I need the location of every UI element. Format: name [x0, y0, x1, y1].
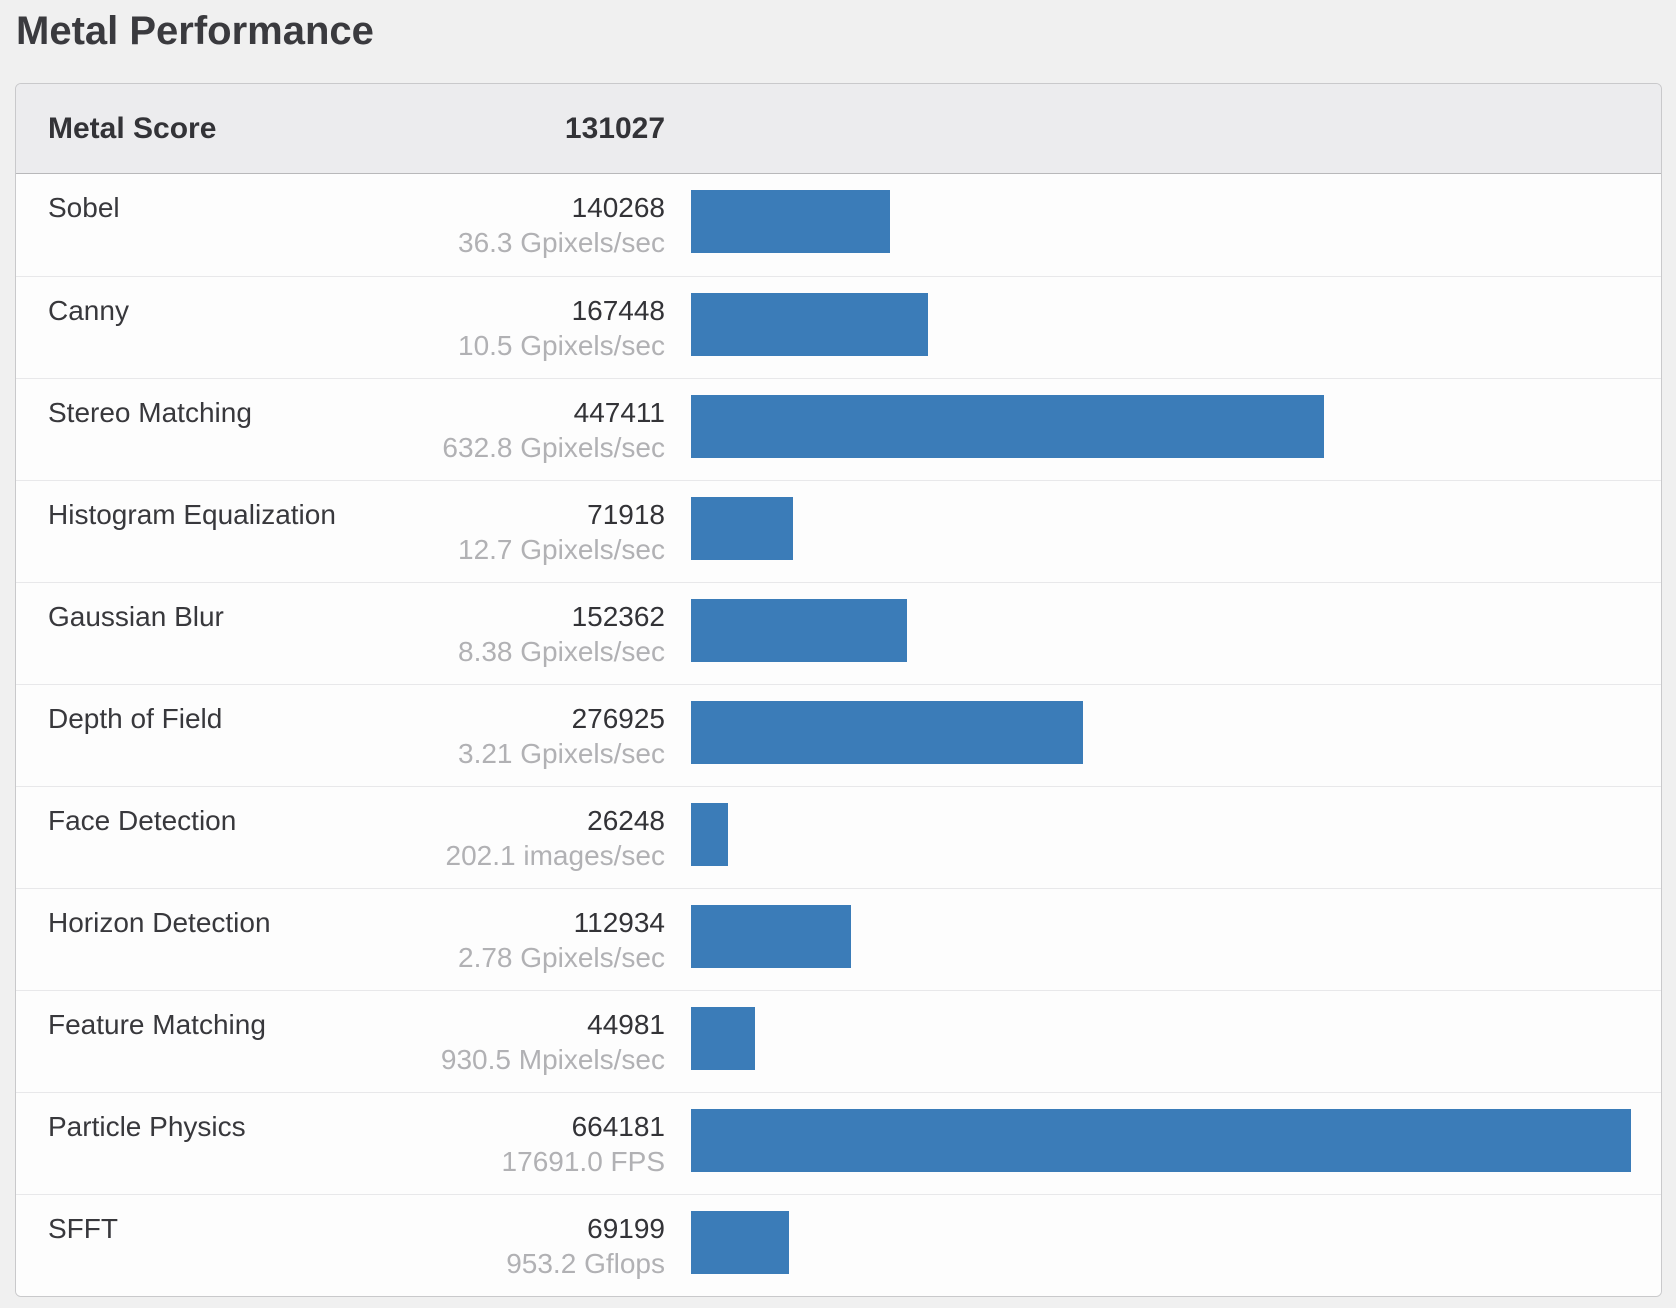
bar-track [665, 481, 1661, 582]
score-bar [691, 190, 890, 253]
score-bar [691, 1109, 1631, 1172]
benchmark-score: 26248 [587, 805, 665, 836]
page-title: Metal Performance [16, 9, 374, 53]
benchmark-score-cell: 167448 10.5 Gpixels/sec [388, 277, 665, 378]
score-bar [691, 803, 728, 866]
bar-track [665, 889, 1661, 990]
benchmark-rate: 202.1 images/sec [445, 840, 665, 871]
table-header-row: Metal Score 131027 [16, 84, 1661, 174]
metal-benchmark-table: Metal Score 131027 Sobel 140268 36.3 Gpi… [15, 83, 1662, 1297]
benchmark-rate: 36.3 Gpixels/sec [458, 227, 665, 258]
overall-score-label: Metal Score [48, 111, 217, 145]
benchmark-name: Histogram Equalization [48, 499, 336, 530]
table-row: Stereo Matching 447411 632.8 Gpixels/sec [16, 378, 1661, 480]
benchmark-name: Canny [48, 295, 129, 326]
score-bar [691, 1007, 755, 1070]
score-bar [691, 701, 1083, 764]
score-bar [691, 599, 907, 662]
table-row: Canny 167448 10.5 Gpixels/sec [16, 276, 1661, 378]
bar-track [665, 991, 1661, 1092]
table-row: Face Detection 26248 202.1 images/sec [16, 786, 1661, 888]
benchmark-score-cell: 276925 3.21 Gpixels/sec [388, 685, 665, 786]
table-row: Gaussian Blur 152362 8.38 Gpixels/sec [16, 582, 1661, 684]
table-row: Particle Physics 664181 17691.0 FPS [16, 1092, 1661, 1194]
benchmark-rate: 2.78 Gpixels/sec [458, 942, 665, 973]
benchmark-score: 167448 [571, 295, 665, 326]
table-row: Sobel 140268 36.3 Gpixels/sec [16, 174, 1661, 276]
benchmark-score: 140268 [571, 192, 665, 223]
benchmark-rate: 17691.0 FPS [501, 1146, 665, 1177]
table-row: SFFT 69199 953.2 Gflops [16, 1194, 1661, 1296]
table-row: Histogram Equalization 71918 12.7 Gpixel… [16, 480, 1661, 582]
benchmark-score: 276925 [571, 703, 665, 734]
benchmark-score-cell: 71918 12.7 Gpixels/sec [388, 481, 665, 582]
benchmark-score-cell: 140268 36.3 Gpixels/sec [388, 174, 665, 276]
benchmark-name: Depth of Field [48, 703, 223, 734]
score-bar [691, 497, 793, 560]
benchmark-name: Stereo Matching [48, 397, 252, 428]
benchmark-rate: 953.2 Gflops [506, 1248, 665, 1279]
benchmark-score: 69199 [587, 1213, 665, 1244]
bar-track [665, 277, 1661, 378]
bar-track [665, 379, 1661, 480]
bar-track [665, 1195, 1661, 1296]
benchmark-name: Feature Matching [48, 1009, 266, 1040]
benchmark-rate: 930.5 Mpixels/sec [440, 1044, 665, 1075]
table-rows: Sobel 140268 36.3 Gpixels/sec Canny 1674… [16, 174, 1661, 1296]
benchmark-name: Horizon Detection [48, 907, 271, 938]
benchmark-name: SFFT [48, 1213, 118, 1244]
benchmark-score: 447411 [573, 397, 665, 428]
bar-track [665, 685, 1661, 786]
score-bar [691, 1211, 789, 1274]
benchmark-name: Particle Physics [48, 1111, 246, 1142]
benchmark-score-cell: 152362 8.38 Gpixels/sec [388, 583, 665, 684]
benchmark-rate: 12.7 Gpixels/sec [458, 534, 665, 565]
benchmark-rate: 10.5 Gpixels/sec [458, 330, 665, 361]
benchmark-score-cell: 447411 632.8 Gpixels/sec [388, 379, 665, 480]
overall-score-value: 131027 [564, 111, 665, 145]
bar-track [665, 174, 1661, 276]
score-bar [691, 293, 928, 356]
benchmark-score: 152362 [571, 601, 665, 632]
bar-track [665, 787, 1661, 888]
table-row: Depth of Field 276925 3.21 Gpixels/sec [16, 684, 1661, 786]
table-row: Feature Matching 44981 930.5 Mpixels/sec [16, 990, 1661, 1092]
bar-track [665, 1093, 1661, 1194]
benchmark-score-cell: 26248 202.1 images/sec [388, 787, 665, 888]
benchmark-score: 44981 [587, 1009, 665, 1040]
benchmark-score-cell: 664181 17691.0 FPS [388, 1093, 665, 1194]
benchmark-score: 664181 [571, 1111, 665, 1142]
score-bar [691, 905, 851, 968]
benchmark-score: 71918 [587, 499, 665, 530]
benchmark-score-cell: 112934 2.78 Gpixels/sec [388, 889, 665, 990]
benchmark-rate: 8.38 Gpixels/sec [458, 636, 665, 667]
benchmark-score-cell: 69199 953.2 Gflops [388, 1195, 665, 1296]
bar-track [665, 583, 1661, 684]
benchmark-rate: 3.21 Gpixels/sec [458, 738, 665, 769]
score-bar [691, 395, 1324, 458]
benchmark-name: Gaussian Blur [48, 601, 224, 632]
benchmark-name: Sobel [48, 192, 120, 223]
benchmark-name: Face Detection [48, 805, 237, 836]
benchmark-score: 112934 [573, 907, 665, 938]
benchmark-rate: 632.8 Gpixels/sec [442, 432, 665, 463]
benchmark-score-cell: 44981 930.5 Mpixels/sec [388, 991, 665, 1092]
table-row: Horizon Detection 112934 2.78 Gpixels/se… [16, 888, 1661, 990]
